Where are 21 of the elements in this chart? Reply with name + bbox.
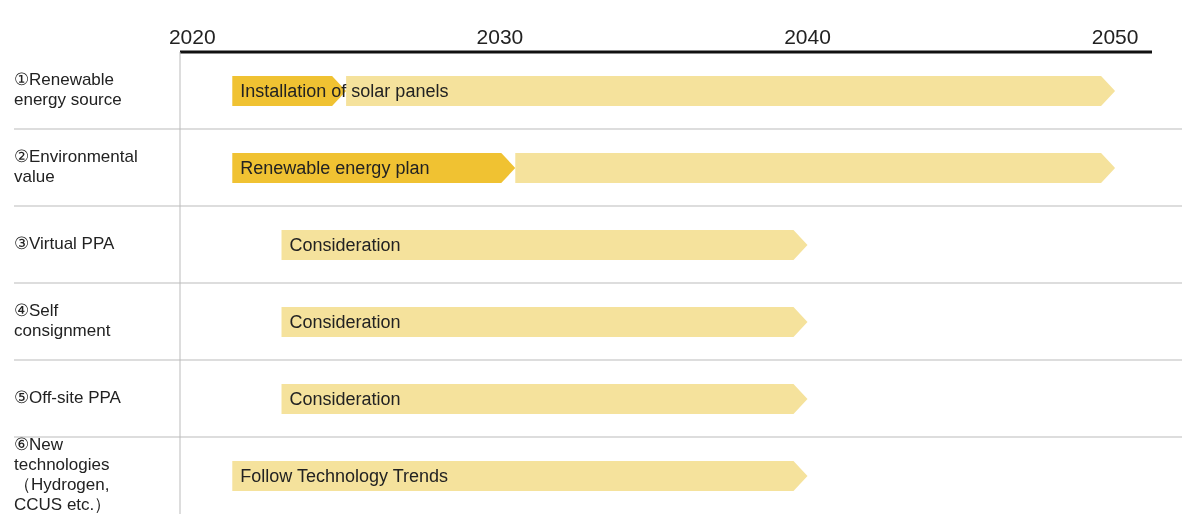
y-tick-label: ②Environmental value (14, 146, 138, 186)
y-tick-label: ③Virtual PPA (14, 233, 116, 253)
annotation: Consideration (289, 234, 401, 255)
bar (281, 307, 808, 337)
y-tick-label: ④Self consignment (14, 300, 111, 340)
bar (232, 461, 808, 491)
y-tick-label: ⑥New technologies （Hydrogen, CCUS etc.） (14, 434, 112, 514)
y-tick-label: ①Renewable energy source (14, 69, 122, 109)
annotation: Consideration (289, 311, 401, 332)
x-tick-label: 2020 (168, 25, 216, 48)
bar (346, 76, 1116, 106)
x-tick-label: 2050 (1091, 25, 1139, 48)
bar (281, 384, 808, 414)
x-tick-label: 2030 (476, 25, 524, 48)
annotation: Renewable energy plan (240, 157, 430, 178)
annotation: Consideration (289, 388, 401, 409)
bar (515, 153, 1116, 183)
x-tick-label: 2040 (784, 25, 831, 48)
annotation: Follow Technology Trends (240, 465, 449, 486)
y-tick-label: ⑤Off-site PPA (14, 387, 122, 407)
bar (281, 230, 808, 260)
